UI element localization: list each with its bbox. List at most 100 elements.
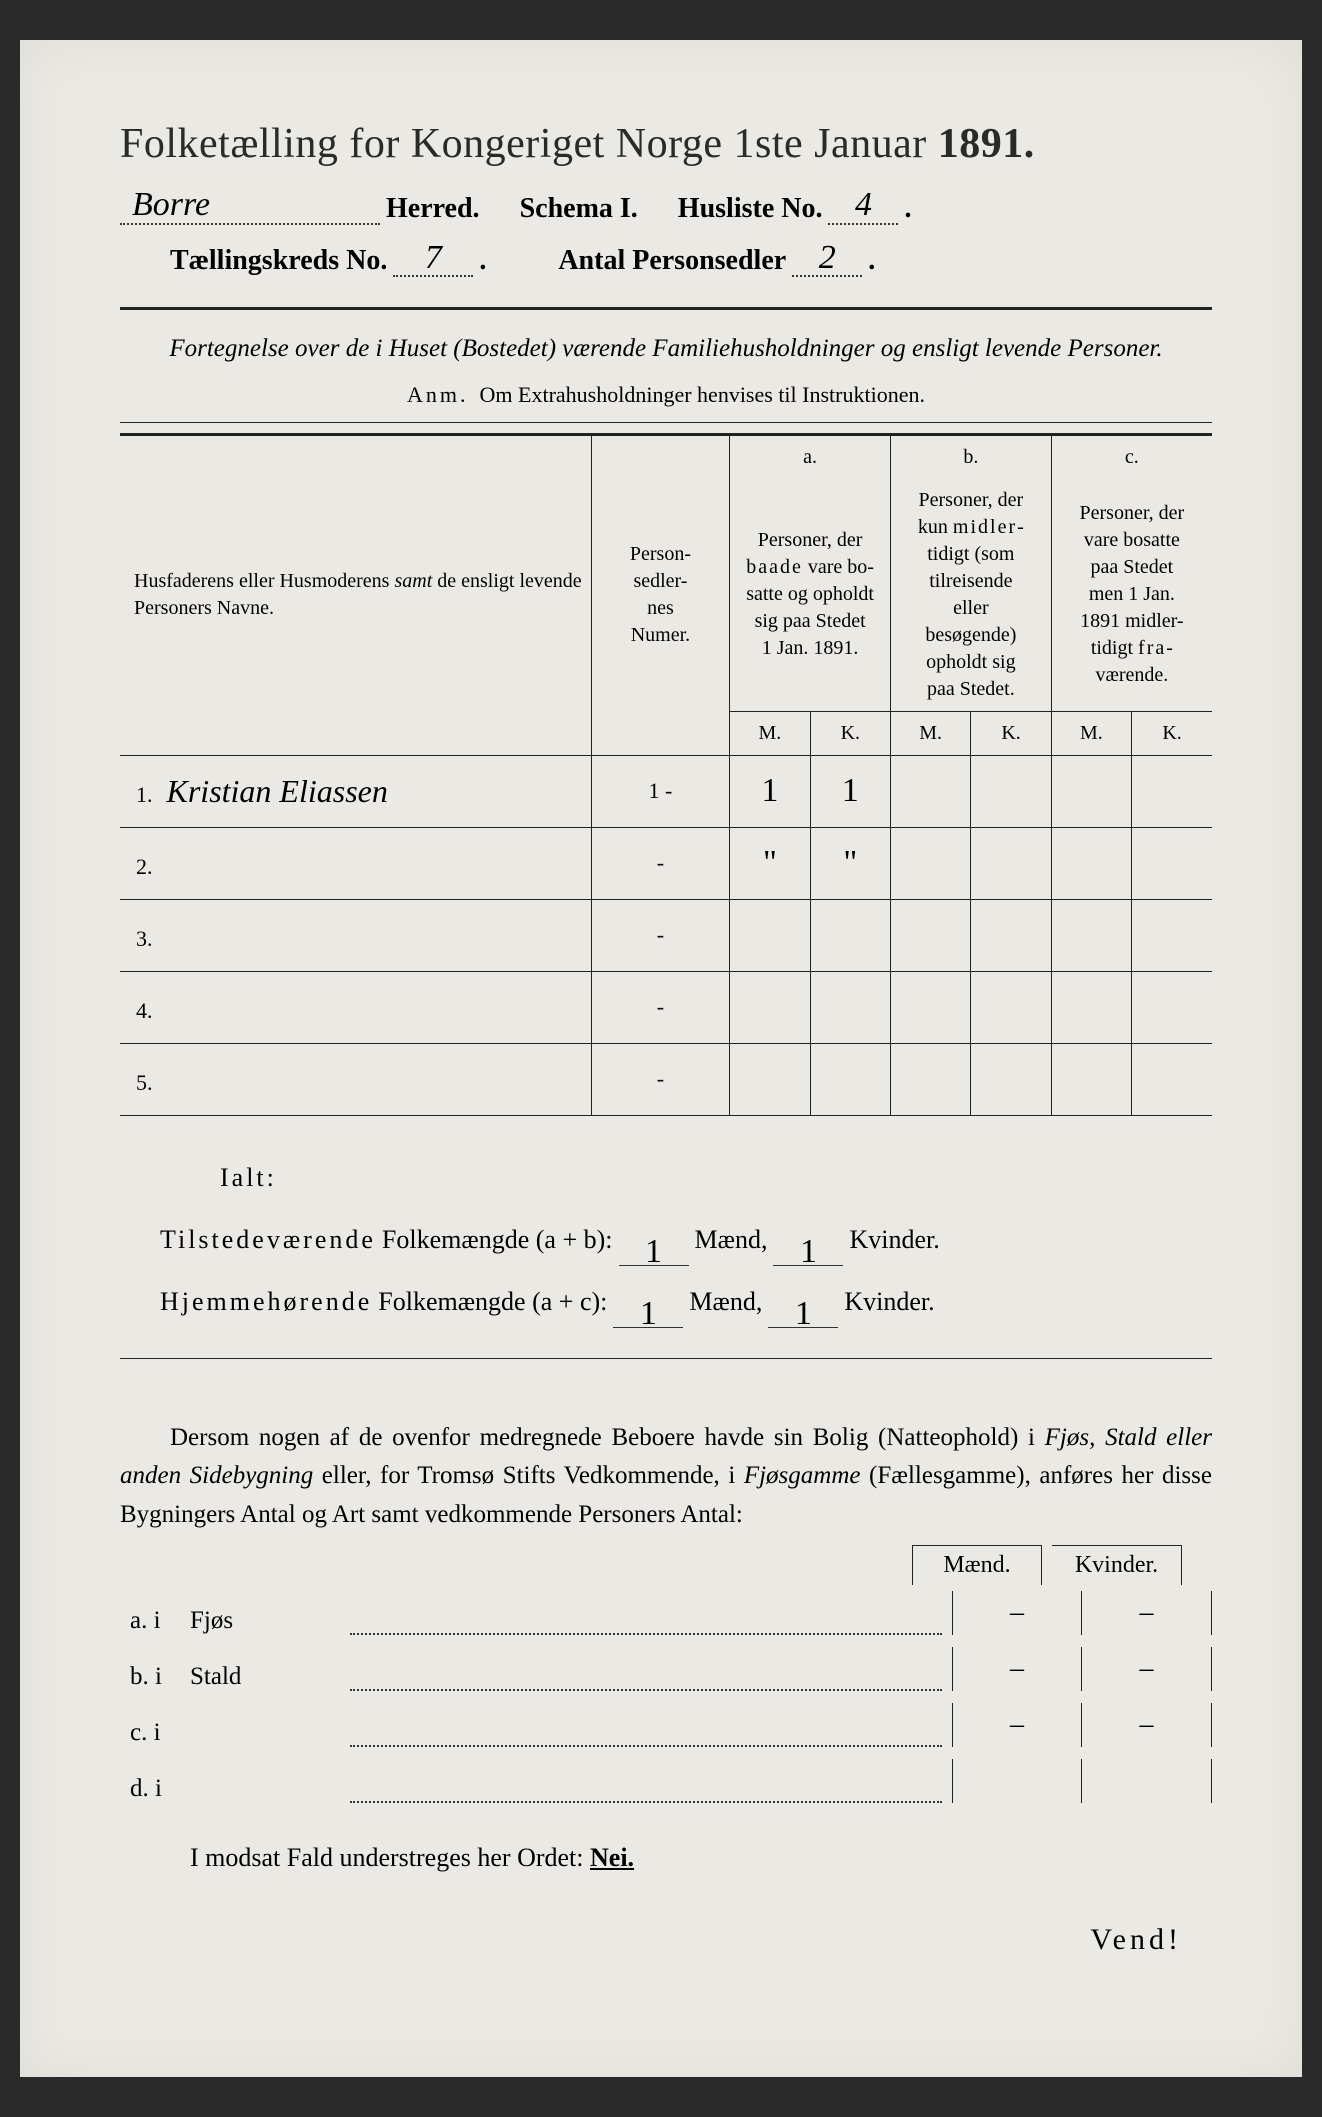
bld-name: Stald bbox=[190, 1663, 350, 1691]
row-num: - bbox=[591, 971, 730, 1043]
row-name: 2. bbox=[120, 827, 591, 899]
t1m: 1 bbox=[619, 1238, 689, 1266]
husliste-value: 4 bbox=[828, 190, 898, 225]
rule-2 bbox=[120, 422, 1212, 423]
bld-m: – bbox=[952, 1591, 1082, 1635]
ialt: Ialt: bbox=[160, 1152, 1212, 1204]
mk-k: Kvinder. bbox=[1052, 1545, 1182, 1585]
bld-m: – bbox=[952, 1647, 1082, 1691]
col-a-head: a. bbox=[730, 434, 891, 479]
bld-k: – bbox=[1082, 1591, 1212, 1635]
schema-label: Schema I. bbox=[520, 193, 638, 225]
building-row: b. iStald–– bbox=[120, 1647, 1212, 1691]
row-aM bbox=[730, 899, 810, 971]
row-cK bbox=[1132, 899, 1212, 971]
nei-line: I modsat Fald understreges her Ordet: Ne… bbox=[120, 1843, 1212, 1873]
col-a: Personer, derbaade vare bo-satte og opho… bbox=[730, 479, 891, 712]
husliste-label: Husliste No. bbox=[678, 193, 823, 225]
row-cM bbox=[1051, 971, 1131, 1043]
bld-dots bbox=[350, 1617, 942, 1635]
table-head: Husfaderens eller Husmode­rens samt de e… bbox=[120, 434, 1212, 755]
maend2: Mænd, bbox=[689, 1276, 762, 1328]
col-a-m: M. bbox=[730, 711, 810, 755]
herred-value: Borre bbox=[120, 190, 380, 225]
col-b: Personer, derkun midler-tidigt (somtilre… bbox=[890, 479, 1051, 712]
antal-label: Antal Personsedler bbox=[558, 245, 786, 277]
col-num: Person-sedler-nesNumer. bbox=[591, 434, 730, 755]
bld-dots bbox=[350, 1673, 942, 1691]
maend1: Mænd, bbox=[695, 1214, 768, 1266]
bld-k: – bbox=[1082, 1703, 1212, 1747]
rule-3 bbox=[120, 1358, 1212, 1359]
row-num: 1 - bbox=[591, 755, 730, 827]
paper: Folketælling for Kongeriget Norge 1ste J… bbox=[20, 40, 1302, 2077]
row-aK bbox=[810, 1043, 890, 1115]
table-row: 5.- bbox=[120, 1043, 1212, 1115]
row-bM bbox=[890, 755, 970, 827]
t2b: Folkemængde (a + c): bbox=[378, 1276, 607, 1328]
row-cM bbox=[1051, 899, 1131, 971]
building-row: d. i bbox=[120, 1759, 1212, 1803]
bld-dots bbox=[350, 1729, 942, 1747]
table-body: 1.Kristian Eliassen1 -112.-""3.-4.-5.- bbox=[120, 755, 1212, 1115]
t1k: 1 bbox=[773, 1238, 843, 1266]
main-title: Folketælling for Kongeriget Norge 1ste J… bbox=[120, 120, 1212, 168]
bld-lead: c. i bbox=[120, 1719, 190, 1747]
row-aM: 1 bbox=[730, 755, 810, 827]
row-cM bbox=[1051, 755, 1131, 827]
bld-m: – bbox=[952, 1703, 1082, 1747]
anm-text: Om Extrahusholdninger henvises til Instr… bbox=[480, 382, 925, 407]
row-aM bbox=[730, 1043, 810, 1115]
table-row: 4.- bbox=[120, 971, 1212, 1043]
row-bK bbox=[971, 1043, 1051, 1115]
row-bM bbox=[890, 899, 970, 971]
row-cK bbox=[1132, 971, 1212, 1043]
col-c: Personer, dervare bosattepaa Stedetmen 1… bbox=[1051, 479, 1212, 712]
row-bM bbox=[890, 1043, 970, 1115]
table-row: 1.Kristian Eliassen1 -11 bbox=[120, 755, 1212, 827]
mk-header: Mænd.Kvinder. bbox=[120, 1545, 1212, 1585]
table-row: 3.- bbox=[120, 899, 1212, 971]
kvinder1: Kvinder. bbox=[849, 1214, 939, 1266]
row-cK bbox=[1132, 827, 1212, 899]
total-row-1: Tilstedeværende Folkemængde (a + b): 1 M… bbox=[160, 1214, 1212, 1266]
col-c-k: K. bbox=[1132, 711, 1212, 755]
row-aK bbox=[810, 899, 890, 971]
bld-k: – bbox=[1082, 1647, 1212, 1691]
col-c-m: M. bbox=[1051, 711, 1131, 755]
totals: Ialt: Tilstedeværende Folkemængde (a + b… bbox=[120, 1152, 1212, 1328]
row-name: 4. bbox=[120, 971, 591, 1043]
building-row: c. i –– bbox=[120, 1703, 1212, 1747]
rule-1 bbox=[120, 307, 1212, 310]
t1a: Tilstedeværende bbox=[160, 1214, 376, 1266]
table-row: 2.-"" bbox=[120, 827, 1212, 899]
vend: Vend! bbox=[120, 1923, 1212, 1957]
row-bK bbox=[971, 899, 1051, 971]
t2m: 1 bbox=[613, 1300, 683, 1328]
antal-value: 2 bbox=[792, 243, 862, 278]
main-table: Husfaderens eller Husmode­rens samt de e… bbox=[120, 433, 1212, 1116]
row-aM bbox=[730, 971, 810, 1043]
anm-line: Anm. Om Extrahusholdninger henvises til … bbox=[120, 382, 1212, 408]
row-name: 5. bbox=[120, 1043, 591, 1115]
col-b-m: M. bbox=[890, 711, 970, 755]
total-row-2: Hjemmehørende Folkemængde (a + c): 1 Mæn… bbox=[160, 1276, 1212, 1328]
kreds-label: Tællingskreds No. bbox=[170, 245, 387, 277]
title-year: 1891. bbox=[938, 121, 1035, 167]
bld-m bbox=[952, 1759, 1082, 1803]
row-aK: 1 bbox=[810, 755, 890, 827]
header-row-1: Borre Herred. Schema I. Husliste No. 4 . bbox=[120, 190, 1212, 225]
col-b-head: b. bbox=[890, 434, 1051, 479]
row-cM bbox=[1051, 827, 1131, 899]
row-bM bbox=[890, 971, 970, 1043]
anm-lead: Anm. bbox=[407, 382, 469, 407]
kvinder2: Kvinder. bbox=[844, 1276, 934, 1328]
row-bK bbox=[971, 755, 1051, 827]
row-cK bbox=[1132, 1043, 1212, 1115]
row-aK bbox=[810, 971, 890, 1043]
row-cK bbox=[1132, 755, 1212, 827]
bld-name: Fjøs bbox=[190, 1607, 350, 1635]
col-b-k: K. bbox=[971, 711, 1051, 755]
row-num: - bbox=[591, 899, 730, 971]
subtitle: Fortegnelse over de i Huset (Bostedet) v… bbox=[120, 330, 1212, 368]
